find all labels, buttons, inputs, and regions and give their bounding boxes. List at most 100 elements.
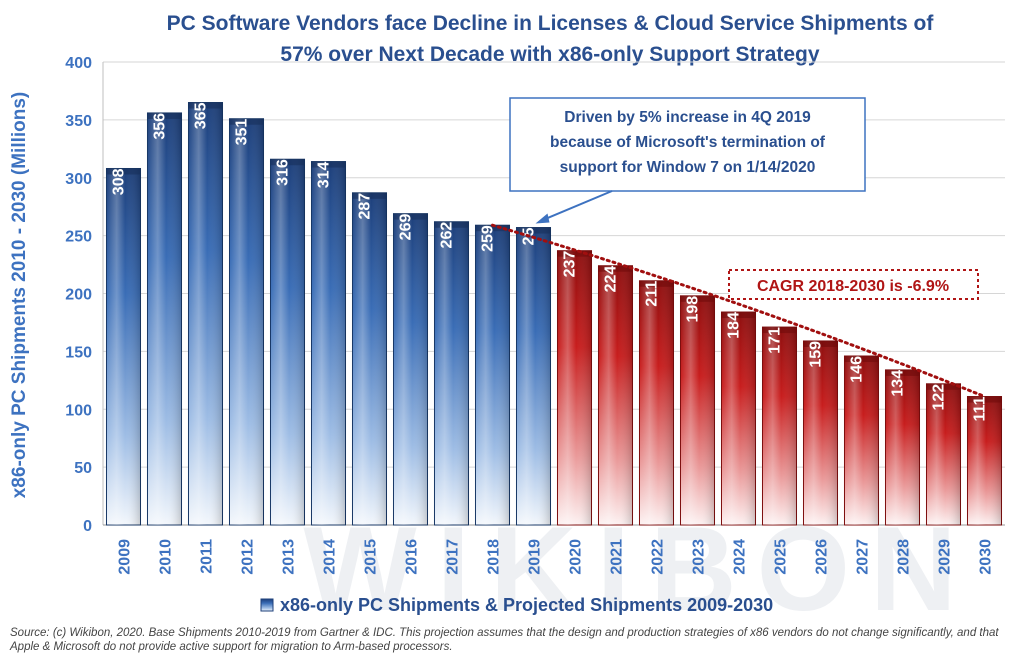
bar-shine xyxy=(721,312,756,525)
projected-bar: 122 xyxy=(925,383,962,526)
projected-bar: 134 xyxy=(884,369,921,526)
chart-title-line-2: 57% over Next Decade with x86-only Suppo… xyxy=(280,43,820,66)
bars: 308 356 365 351 316 314 287 269 262 259 25 237 224 21… xyxy=(105,102,1003,526)
actual-bar: 356 xyxy=(146,112,183,526)
bar-shine xyxy=(967,396,1002,525)
bar-shine xyxy=(680,295,715,525)
trend-line xyxy=(491,223,986,399)
bar-shine xyxy=(639,280,674,525)
bar-shine xyxy=(434,221,469,526)
bar-shine xyxy=(803,340,838,525)
bar-cap xyxy=(147,112,182,119)
bar-cap xyxy=(721,312,756,319)
bar-shine xyxy=(270,159,305,526)
bar-cap xyxy=(598,265,633,272)
bar-shine xyxy=(844,356,879,525)
bar-cap xyxy=(188,102,223,109)
data-label: 171 xyxy=(767,327,784,354)
x-tick-label: 2018 xyxy=(486,539,503,575)
x-tick-label: 2026 xyxy=(814,539,831,575)
bar-cap xyxy=(967,396,1002,403)
actual-bar: 308 xyxy=(105,167,142,526)
y-tick-label: 350 xyxy=(65,113,92,130)
actual-bar: 351 xyxy=(228,118,265,526)
annotation-line: support for Window 7 on 1/14/2020 xyxy=(560,159,816,176)
y-tick-label: 250 xyxy=(65,229,92,246)
annotation-box xyxy=(509,97,866,192)
actual-bar: 314 xyxy=(310,161,347,526)
annotation-line: because of Microsoft's termination of xyxy=(550,134,826,151)
actual-bar: 316 xyxy=(269,158,306,526)
legend-swatch xyxy=(260,598,274,612)
bar-shine xyxy=(557,250,592,526)
bar-cap xyxy=(885,369,920,376)
actual-bar: 269 xyxy=(392,213,429,526)
bar-cap xyxy=(680,295,715,302)
x-tick-label: 2019 xyxy=(527,539,544,575)
chart-title-line-1: PC Software Vendors face Decline in Lice… xyxy=(166,12,934,35)
data-label: 365 xyxy=(193,102,210,129)
bar-shine xyxy=(516,227,551,525)
x-tick-label: 2027 xyxy=(855,539,872,575)
data-label: 111 xyxy=(972,396,989,421)
cagr-box xyxy=(728,269,979,300)
x-tick-label: 2014 xyxy=(322,539,339,575)
bar-cap xyxy=(762,327,797,334)
data-label: 198 xyxy=(685,296,702,323)
source-note: Source: (c) Wikibon, 2020. Base Shipment… xyxy=(10,627,999,653)
actual-bar: 259 xyxy=(474,224,511,526)
bar-shine xyxy=(229,118,264,525)
projected-bar: 111 xyxy=(966,396,1003,526)
data-label: 146 xyxy=(849,356,866,383)
x-tick-label: 2024 xyxy=(732,539,749,575)
x-tick-label: 2017 xyxy=(445,539,462,575)
legend: x86-only PC Shipments & Projected Shipme… xyxy=(260,595,773,615)
x-tick-label: 2009 xyxy=(117,539,134,575)
data-label: 184 xyxy=(726,312,743,339)
x-tick-label: 2022 xyxy=(650,539,667,575)
y-tick-label: 100 xyxy=(65,402,92,419)
actual-bar: 25 xyxy=(515,227,552,526)
bar-cap xyxy=(311,161,346,168)
arrow-head xyxy=(535,213,550,224)
annotation-cagr: CAGR 2018-2030 is -6.9% xyxy=(728,269,979,300)
data-label: 316 xyxy=(275,159,292,186)
projected-bar: 211 xyxy=(638,280,675,526)
y-tick-label: 150 xyxy=(65,344,92,361)
projected-bar: 146 xyxy=(843,355,880,526)
bar-cap xyxy=(926,383,961,390)
data-label: 122 xyxy=(931,384,948,411)
data-label: 262 xyxy=(439,222,456,249)
x-tick-label: 2015 xyxy=(363,539,380,575)
bar-shine xyxy=(475,225,510,525)
y-tick-label: 300 xyxy=(65,171,92,188)
bar-shine xyxy=(311,161,346,526)
projected-bar: 184 xyxy=(720,311,757,526)
bar-shine xyxy=(762,327,797,525)
data-label: 351 xyxy=(234,119,251,146)
data-label: 211 xyxy=(644,281,661,307)
actual-bar: 287 xyxy=(351,192,388,526)
y-tick-label: 0 xyxy=(83,518,92,535)
bar-cap xyxy=(229,118,264,125)
bar-shine xyxy=(147,112,182,526)
legend-label: x86-only PC Shipments & Projected Shipme… xyxy=(280,595,773,615)
y-tick-label: 200 xyxy=(65,287,92,304)
data-label: 356 xyxy=(152,113,169,140)
x-axis: 2009 2010 2011 2012 2013 2014 2015 2016 2017 2018… xyxy=(117,539,995,575)
bar-cap xyxy=(639,280,674,287)
bar-cap xyxy=(803,340,838,347)
chart-title: PC Software Vendors face Decline in Lice… xyxy=(100,8,1000,70)
bar-shine xyxy=(352,192,387,526)
cagr-label: CAGR 2018-2030 is -6.9% xyxy=(757,278,949,295)
data-label: 269 xyxy=(398,214,415,241)
bar-cap xyxy=(434,221,469,228)
data-label: 308 xyxy=(111,168,128,195)
bar-shine xyxy=(393,213,428,525)
data-label: 287 xyxy=(357,193,374,220)
x-tick-label: 2012 xyxy=(240,539,257,575)
bar-cap xyxy=(352,192,387,199)
bar-cap xyxy=(516,227,551,234)
bar-cap xyxy=(106,168,141,175)
